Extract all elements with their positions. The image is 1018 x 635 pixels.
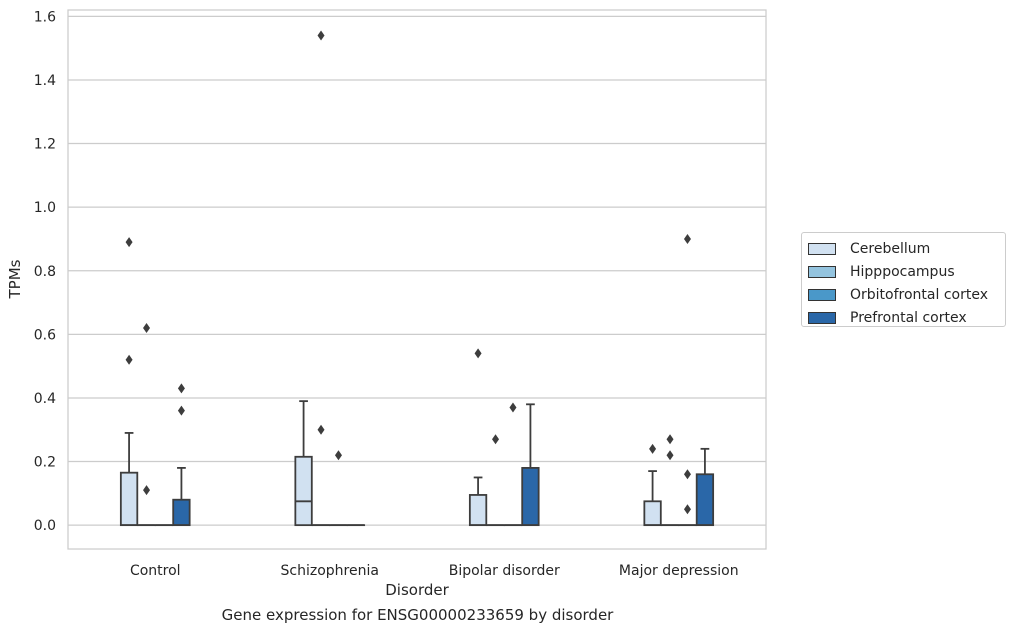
outlier-point <box>317 30 325 41</box>
box <box>695 473 715 527</box>
legend-item: Prefrontal cortex <box>808 306 1005 329</box>
box-0-3 <box>643 443 662 527</box>
x-axis-label: Disorder <box>385 581 449 599</box>
x-tick-label: Control <box>130 563 181 579</box>
y-tick-label: 1.0 <box>34 200 56 216</box>
y-tick-label: 0.6 <box>34 327 56 343</box>
outlier-point <box>143 485 151 496</box>
outlier-point <box>177 405 185 416</box>
x-tick-label: Major depression <box>619 563 739 579</box>
box <box>468 494 488 527</box>
outlier-point <box>125 237 133 248</box>
box <box>294 455 313 527</box>
legend-label: Prefrontal cortex <box>850 309 967 326</box>
legend-item: Orbitofrontal cortex <box>808 283 1005 306</box>
box-0-1 <box>294 400 313 527</box>
box-2-1 <box>329 450 348 527</box>
box-1-0 <box>137 322 156 527</box>
outlier-point <box>666 434 674 445</box>
legend-swatch <box>808 288 836 301</box>
outlier-point <box>143 322 151 333</box>
box-2-2 <box>503 402 523 527</box>
y-tick-label: 0.0 <box>34 518 56 534</box>
legend-swatch <box>808 242 836 255</box>
box-1-1 <box>311 30 331 527</box>
legend-label: Hipppocampus <box>850 263 955 280</box>
box-0-2 <box>468 348 488 527</box>
plot-frame <box>67 9 767 550</box>
outlier-point <box>334 450 342 461</box>
chart-caption: Gene expression for ENSG00000233659 by d… <box>221 606 614 624</box>
box-0-0 <box>119 237 139 527</box>
outlier-point <box>317 424 325 435</box>
y-tick-label: 1.4 <box>34 73 56 89</box>
legend-swatch <box>808 311 836 324</box>
y-tick-label: 0.8 <box>34 264 56 280</box>
box-1-2 <box>486 434 505 527</box>
legend-item: Hipppocampus <box>808 260 1005 283</box>
outlier-point <box>125 354 133 365</box>
outlier-point <box>474 348 482 359</box>
box <box>119 471 139 527</box>
y-axis-ticks: 0.0 0.2 0.4 0.6 0.8 1.0 1.2 1.4 1.6 <box>34 9 56 534</box>
outlier-point <box>683 233 691 244</box>
box <box>643 500 662 527</box>
y-tick-label: 0.4 <box>34 391 56 407</box>
y-tick-label: 1.6 <box>34 9 56 25</box>
legend-label: Orbitofrontal cortex <box>850 286 988 303</box>
outlier-point <box>492 434 500 445</box>
y-tick-label: 0.2 <box>34 455 56 471</box>
box-3-0 <box>172 383 191 527</box>
y-axis-label: TPMs <box>6 259 24 299</box>
box-3-2 <box>521 403 540 527</box>
box <box>172 498 191 527</box>
box-3-3 <box>695 447 715 527</box>
legend-label: Cerebellum <box>850 240 931 257</box>
box <box>521 467 540 527</box>
plot-area <box>119 30 715 527</box>
outlier-point <box>683 469 691 480</box>
outlier-point <box>177 383 185 394</box>
outlier-point <box>649 443 657 454</box>
box-2-3 <box>678 233 697 527</box>
gridlines <box>68 15 766 526</box>
outlier-point <box>509 402 517 413</box>
y-tick-label: 1.2 <box>34 137 56 153</box>
outlier-point <box>683 504 691 515</box>
legend: Cerebellum Hipppocampus Orbitofrontal cort… <box>801 232 1006 327</box>
x-axis-ticks: Control Schizophrenia Bipolar disorder Majo… <box>130 563 739 579</box>
outlier-point <box>666 450 674 461</box>
x-tick-label: Schizophrenia <box>281 563 379 579</box>
box-1-3 <box>660 434 680 527</box>
legend-item: Cerebellum <box>808 237 1005 260</box>
legend-swatch <box>808 265 836 278</box>
x-tick-label: Bipolar disorder <box>449 563 560 579</box>
